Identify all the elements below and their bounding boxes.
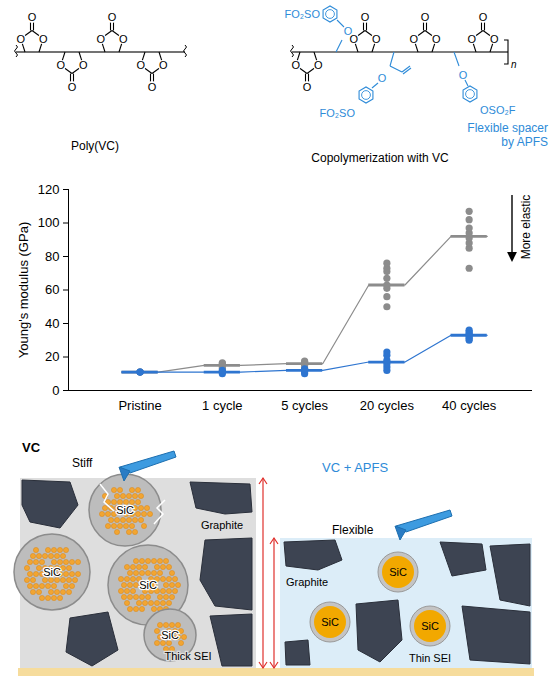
- svg-text:VC: VC: [22, 440, 41, 455]
- svg-text:Stiff: Stiff: [72, 456, 93, 470]
- svg-text:Thin SEI: Thin SEI: [409, 652, 451, 664]
- svg-text:Young's modulus (GPa): Young's modulus (GPa): [16, 222, 31, 358]
- svg-text:O: O: [28, 11, 37, 23]
- svg-text:Pristine: Pristine: [118, 398, 161, 413]
- svg-text:Flexible spacer: Flexible spacer: [467, 121, 548, 135]
- svg-text:O: O: [361, 11, 370, 23]
- svg-text:SiC: SiC: [321, 616, 339, 628]
- svg-text:O: O: [68, 81, 77, 93]
- svg-text:60: 60: [45, 282, 59, 297]
- svg-text:Thick SEI: Thick SEI: [164, 650, 211, 662]
- svg-text:O: O: [303, 81, 312, 93]
- svg-text:O: O: [39, 33, 48, 45]
- svg-text:O: O: [490, 33, 499, 45]
- svg-text:O: O: [421, 11, 430, 23]
- svg-text:SiC: SiC: [116, 504, 134, 516]
- svg-text:O: O: [459, 69, 468, 81]
- svg-text:20 cycles: 20 cycles: [360, 398, 415, 413]
- svg-text:O: O: [96, 33, 105, 45]
- svg-text:O: O: [378, 72, 387, 84]
- svg-text:1 cycle: 1 cycle: [202, 398, 242, 413]
- svg-text:by APFS: by APFS: [501, 135, 548, 149]
- svg-text:SiC: SiC: [421, 620, 439, 632]
- svg-text:More elastic: More elastic: [519, 195, 533, 260]
- svg-text:FO₂SO: FO₂SO: [320, 107, 356, 119]
- svg-text:O: O: [409, 33, 418, 45]
- svg-text:SiC: SiC: [43, 566, 61, 578]
- svg-text:40: 40: [45, 316, 59, 331]
- svg-text:O: O: [349, 33, 358, 45]
- svg-text:Copolymerization with VC: Copolymerization with VC: [311, 151, 449, 165]
- svg-text:5 cycles: 5 cycles: [281, 398, 328, 413]
- svg-text:VC + APFS: VC + APFS: [322, 460, 388, 475]
- svg-text:O: O: [314, 59, 323, 71]
- svg-text:O: O: [159, 59, 168, 71]
- svg-text:O: O: [372, 33, 381, 45]
- svg-text:O: O: [479, 11, 488, 23]
- svg-text:SiC: SiC: [161, 629, 179, 641]
- svg-text:40 cycles: 40 cycles: [442, 398, 497, 413]
- svg-text:80: 80: [45, 249, 59, 264]
- svg-text:Graphite: Graphite: [286, 576, 328, 588]
- svg-text:120: 120: [38, 182, 60, 197]
- svg-text:O: O: [79, 59, 88, 71]
- svg-text:Graphite: Graphite: [201, 519, 243, 531]
- svg-text:O: O: [119, 33, 128, 45]
- svg-text:O: O: [136, 59, 145, 71]
- svg-text:20: 20: [45, 349, 59, 364]
- svg-text:O: O: [16, 33, 25, 45]
- svg-text:OSO₂F: OSO₂F: [480, 104, 516, 116]
- svg-text:n: n: [511, 59, 517, 70]
- svg-text:O: O: [291, 59, 300, 71]
- svg-text:O: O: [108, 11, 117, 23]
- svg-text:100: 100: [38, 215, 60, 230]
- svg-text:Poly(VC): Poly(VC): [71, 139, 119, 153]
- svg-text:SiC: SiC: [139, 579, 157, 591]
- svg-text:0: 0: [52, 383, 59, 398]
- svg-text:FO₂SO: FO₂SO: [285, 8, 321, 20]
- svg-text:O: O: [148, 81, 157, 93]
- svg-text:O: O: [343, 25, 353, 37]
- svg-text:O: O: [432, 33, 441, 45]
- svg-text:O: O: [56, 59, 65, 71]
- svg-text:Flexible: Flexible: [332, 523, 374, 537]
- svg-text:O: O: [467, 33, 476, 45]
- svg-text:SiC: SiC: [389, 566, 407, 578]
